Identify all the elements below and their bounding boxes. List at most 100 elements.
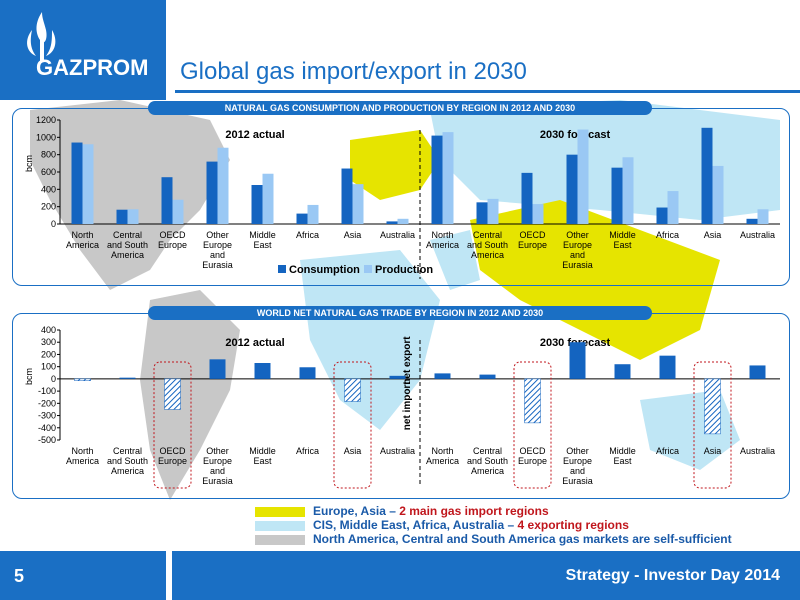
bar-consumption-2030 — [476, 202, 488, 224]
bar-consumption-2030 — [611, 167, 623, 224]
net-trade-bar-2012 — [389, 375, 406, 379]
legend-import-text: Europe, Asia – — [313, 504, 400, 518]
x-tick-label: America — [471, 250, 504, 260]
y-tick-label: 300 — [41, 337, 56, 347]
x-tick-label: Other — [566, 230, 589, 240]
x-tick-label: Europe — [563, 240, 592, 250]
x-tick-label: Other — [566, 446, 589, 456]
y-axis-label: bcm — [24, 155, 34, 172]
group-label-2012: 2012 actual — [225, 337, 284, 349]
bar-production-2030 — [577, 129, 589, 224]
x-tick-label: Middle — [249, 230, 276, 240]
bar-consumption-2012 — [386, 221, 398, 224]
legend-swatch-lightblue — [255, 521, 305, 531]
legend-export-highlight: 4 exporting regions — [517, 518, 629, 532]
x-tick-label: North — [71, 446, 93, 456]
bar-production-2030 — [622, 157, 634, 224]
net-trade-bar-2012 — [299, 367, 316, 379]
bar-production-2012 — [307, 204, 319, 224]
y-tick-label: 400 — [41, 325, 56, 335]
x-tick-label: Eurasia — [562, 476, 593, 486]
x-tick-label: America — [426, 240, 459, 250]
bar-production-2012 — [127, 209, 139, 224]
net-trade-bar-2012 — [164, 378, 181, 410]
x-tick-label: Middle — [609, 230, 636, 240]
y-tick-label: 1200 — [36, 115, 56, 125]
net-trade-bar-2012 — [209, 359, 226, 379]
x-tick-label: North — [431, 446, 453, 456]
x-tick-label: Other — [206, 230, 229, 240]
x-tick-label: OECD — [159, 230, 186, 240]
bar-consumption-2030 — [431, 135, 443, 224]
x-tick-label: and — [570, 250, 585, 260]
x-tick-label: Middle — [609, 446, 636, 456]
title-bar — [166, 0, 800, 100]
net-trade-bar-2012 — [74, 378, 91, 381]
bar-consumption-2030 — [656, 207, 668, 224]
x-tick-label: Australia — [380, 446, 415, 456]
import-region-highlight-box — [333, 361, 372, 489]
bar-consumption-2012 — [116, 209, 128, 224]
y-axis-label: bcm — [24, 368, 34, 385]
x-tick-label: Central — [473, 446, 502, 456]
x-tick-label: Asia — [344, 230, 362, 240]
x-tick-label: Europe — [563, 456, 592, 466]
page-title: Global gas import/export in 2030 — [180, 58, 527, 85]
bar-production-2012 — [262, 173, 274, 224]
x-tick-label: East — [253, 456, 272, 466]
gazprom-flame-icon — [27, 12, 56, 62]
import-region-highlight-box — [513, 361, 552, 489]
x-tick-label: Australia — [740, 446, 775, 456]
x-tick-label: Eurasia — [562, 260, 593, 270]
bar-production-2012 — [217, 147, 229, 224]
bar-production-2030 — [712, 165, 724, 224]
legend-swatch-yellow — [255, 507, 305, 517]
bar-production-2012 — [352, 184, 364, 224]
x-tick-label: Central — [113, 446, 142, 456]
net-trade-bar-2030 — [614, 364, 631, 379]
x-tick-label: East — [613, 240, 632, 250]
bar-consumption-2012 — [206, 161, 218, 224]
net-trade-bar-2030 — [479, 374, 496, 379]
x-tick-label: North — [71, 230, 93, 240]
y-tick-label: -300 — [38, 411, 56, 421]
x-tick-label: Other — [206, 446, 229, 456]
x-tick-label: North — [431, 230, 453, 240]
x-tick-label: America — [111, 466, 144, 476]
x-tick-label: Africa — [656, 446, 679, 456]
legend-swatch — [278, 265, 286, 273]
x-tick-label: Asia — [344, 446, 362, 456]
bar-consumption-2030 — [521, 172, 533, 224]
x-tick-label: East — [613, 456, 632, 466]
bar-consumption-2012 — [341, 168, 353, 224]
y-tick-label: 200 — [41, 349, 56, 359]
x-tick-label: Central — [113, 230, 142, 240]
legend-swatch — [364, 265, 372, 273]
bar-consumption-2012 — [71, 142, 83, 224]
x-tick-label: Europe — [158, 240, 187, 250]
bar-production-2030 — [667, 191, 679, 224]
x-tick-label: Australia — [380, 230, 415, 240]
x-tick-label: Europe — [203, 240, 232, 250]
x-tick-label: and South — [107, 456, 148, 466]
x-tick-label: Eurasia — [202, 476, 233, 486]
x-tick-label: Africa — [296, 230, 319, 240]
bar-consumption-2012 — [251, 185, 263, 224]
group-label-2030: 2030 forecast — [540, 129, 611, 141]
x-tick-label: Europe — [518, 240, 547, 250]
x-tick-label: and South — [467, 456, 508, 466]
legend-label: Consumption — [289, 264, 360, 276]
net-export-label: net export — [402, 336, 413, 385]
y-tick-label: 200 — [41, 202, 56, 212]
x-tick-label: Africa — [296, 446, 319, 456]
bar-consumption-2030 — [701, 127, 713, 224]
legend-import-highlight: 2 main gas import regions — [399, 504, 549, 518]
footer-title: Strategy - Investor Day 2014 — [565, 567, 780, 584]
bar-production-2030 — [442, 132, 454, 224]
x-tick-label: Australia — [740, 230, 775, 240]
y-tick-label: 800 — [41, 150, 56, 160]
x-tick-label: Asia — [704, 446, 722, 456]
logo-text: GAZPROM — [36, 55, 149, 80]
